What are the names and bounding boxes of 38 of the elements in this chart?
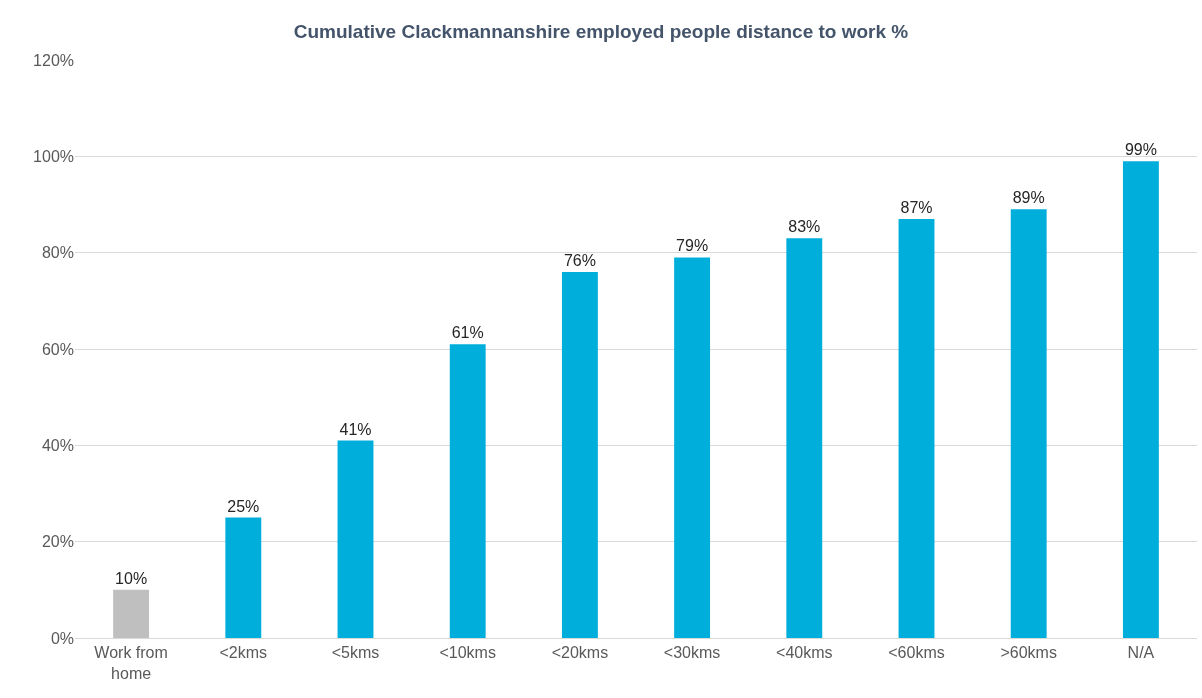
data-label: 79% <box>676 237 709 255</box>
data-label: 76% <box>563 251 596 269</box>
data-label: 99% <box>1124 141 1157 159</box>
y-tick-label: 0% <box>50 629 74 647</box>
x-tick-label: Work from home <box>94 644 168 682</box>
bar <box>225 517 262 638</box>
bar <box>898 218 935 638</box>
bar <box>337 440 374 638</box>
y-tick-label: 100% <box>33 147 74 165</box>
x-tick-label: <10kms <box>439 644 496 662</box>
y-tick-label: 40% <box>41 436 74 454</box>
data-label: 41% <box>339 420 372 438</box>
x-tick-label: N/A <box>1127 644 1155 662</box>
x-tick-label: <60kms <box>888 644 945 662</box>
y-tick-label: 20% <box>41 533 74 551</box>
x-tick-label: <2kms <box>219 644 268 662</box>
y-tick-label: 120% <box>33 51 74 69</box>
bar <box>449 344 486 638</box>
data-label: 89% <box>1012 189 1045 207</box>
x-tick-label: <5kms <box>331 644 380 662</box>
x-tick-label: <30kms <box>663 644 721 662</box>
y-tick-label: 80% <box>41 244 74 262</box>
data-label: 25% <box>227 497 260 515</box>
bar <box>1122 161 1159 638</box>
data-label: 61% <box>451 324 484 342</box>
bar <box>674 257 711 638</box>
data-label: 83% <box>788 218 821 236</box>
data-label: 10% <box>115 569 148 587</box>
y-tick-label: 60% <box>41 340 74 358</box>
x-tick-label: <20kms <box>551 644 609 662</box>
chart-title: Cumulative Clackmannanshire employed people distance to work % <box>293 20 909 42</box>
bar <box>561 271 598 638</box>
x-tick-label: <40kms <box>776 644 833 662</box>
bar <box>113 589 150 638</box>
data-label: 87% <box>900 198 933 216</box>
bar <box>1010 209 1047 638</box>
x-tick-label: >60kms <box>1000 644 1057 662</box>
bar <box>786 238 823 638</box>
